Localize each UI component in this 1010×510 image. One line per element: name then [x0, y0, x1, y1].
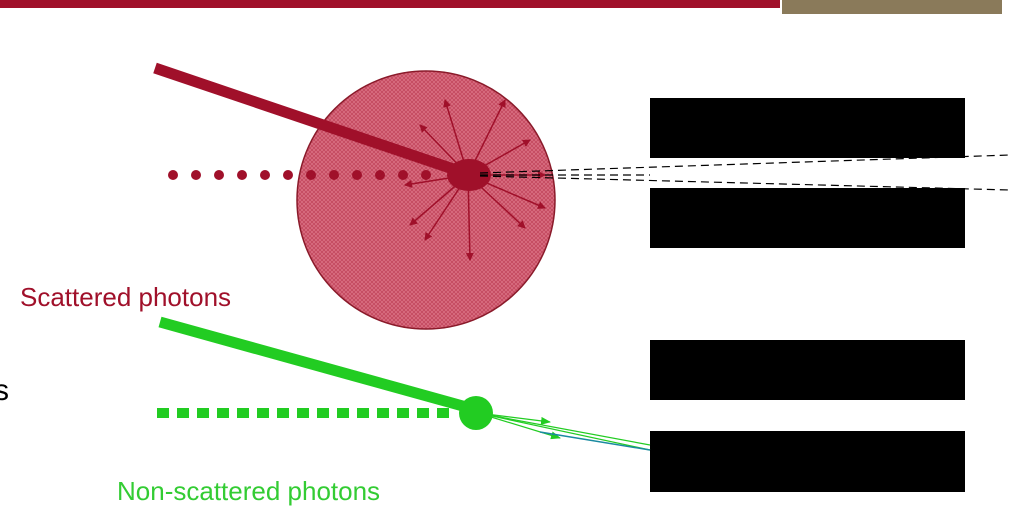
label: Non-scattered photons — [117, 476, 380, 506]
collimator-block — [650, 98, 965, 158]
label: Scattered photons — [20, 282, 231, 312]
collimator-block — [650, 340, 965, 400]
collimator-block — [650, 188, 965, 248]
header-bar — [0, 0, 780, 8]
slide: Scattered photons Non-scattered photons … — [0, 0, 1010, 510]
header-image — [782, 0, 1002, 14]
scattering-medium — [297, 71, 555, 329]
detector-rays — [480, 155, 1010, 190]
non-scattered-beam — [160, 322, 470, 408]
cropped-text: s — [0, 374, 9, 407]
collimator-block — [650, 431, 965, 492]
photon-event — [459, 396, 493, 430]
transmitted-rays — [478, 413, 650, 450]
